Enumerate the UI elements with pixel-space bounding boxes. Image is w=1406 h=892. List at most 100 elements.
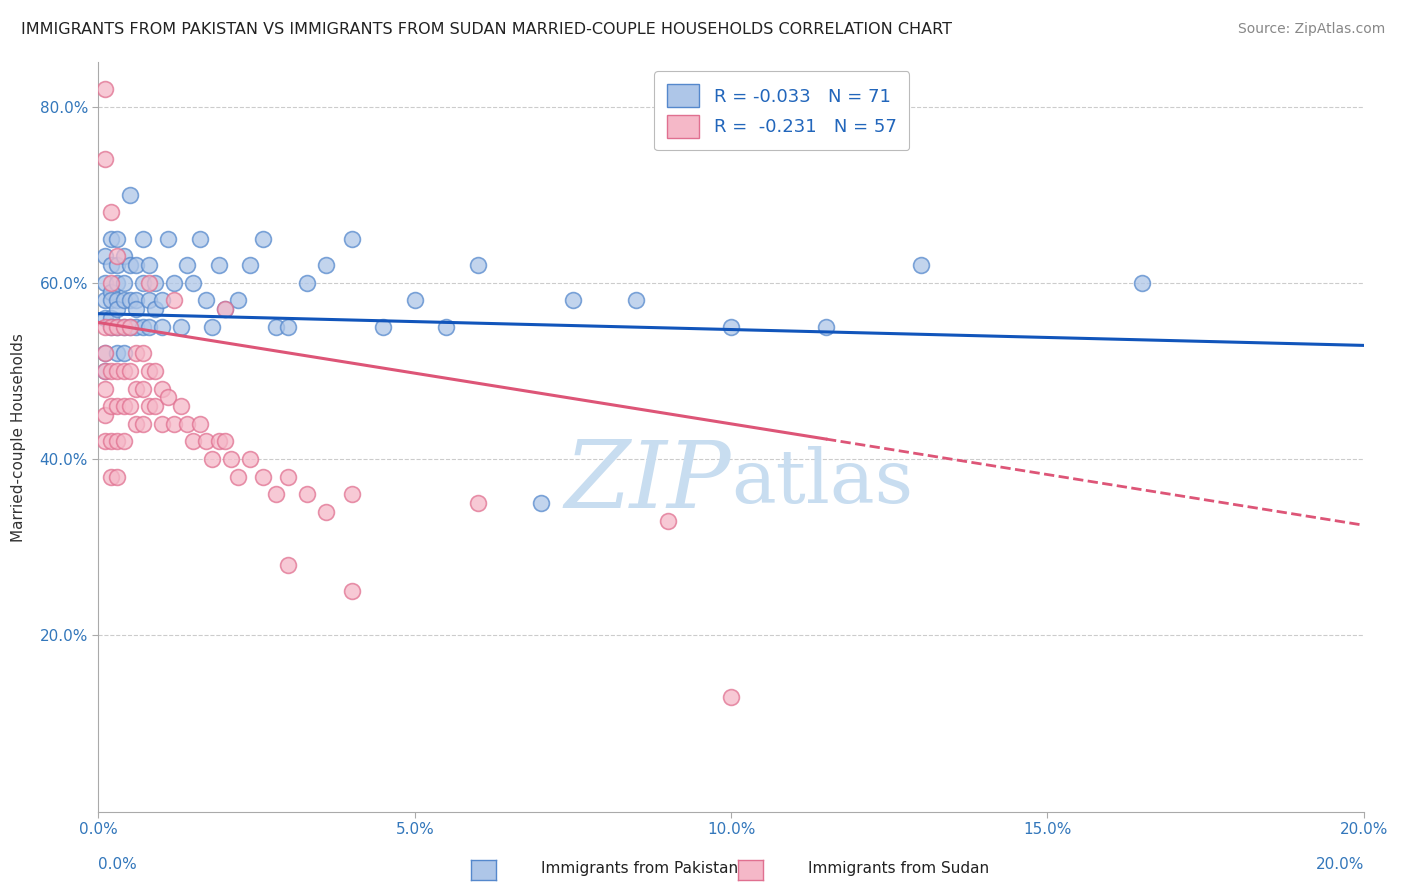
Point	[145, 302, 166, 317]
Point	[138, 258, 160, 272]
Text: atlas: atlas	[731, 445, 914, 518]
Legend: R = -0.033   N = 71, R =  -0.231   N = 57: R = -0.033 N = 71, R = -0.231 N = 57	[654, 71, 910, 151]
Point	[93, 346, 117, 360]
Point	[93, 382, 117, 396]
Point	[226, 469, 249, 483]
Point	[138, 276, 160, 290]
Point	[226, 293, 249, 308]
Point	[112, 319, 135, 334]
Point	[125, 302, 148, 317]
Point	[340, 232, 363, 246]
Text: Immigrants from Sudan: Immigrants from Sudan	[808, 861, 990, 876]
Point	[194, 434, 218, 449]
Point	[93, 408, 117, 422]
Point	[125, 417, 148, 431]
Point	[120, 399, 141, 413]
Point	[100, 285, 122, 299]
Point	[315, 258, 337, 272]
Point	[188, 232, 211, 246]
Point	[100, 293, 122, 308]
Point	[100, 399, 122, 413]
Point	[214, 434, 236, 449]
Point	[624, 293, 647, 308]
Point	[340, 487, 363, 501]
Point	[107, 399, 129, 413]
Point	[188, 417, 211, 431]
Point	[107, 364, 129, 378]
Text: 20.0%: 20.0%	[1316, 856, 1364, 871]
Point	[183, 434, 205, 449]
Point	[93, 311, 117, 326]
Point	[93, 293, 117, 308]
Point	[150, 417, 173, 431]
Point	[157, 232, 180, 246]
Point	[120, 319, 141, 334]
Point	[720, 690, 742, 705]
Text: IMMIGRANTS FROM PAKISTAN VS IMMIGRANTS FROM SUDAN MARRIED-COUPLE HOUSEHOLDS CORR: IMMIGRANTS FROM PAKISTAN VS IMMIGRANTS F…	[21, 22, 952, 37]
Point	[814, 319, 837, 334]
Point	[112, 319, 135, 334]
Point	[371, 319, 394, 334]
Point	[163, 417, 186, 431]
Point	[404, 293, 426, 308]
Point	[100, 319, 122, 334]
Point	[297, 487, 319, 501]
Point	[107, 293, 129, 308]
Point	[107, 276, 129, 290]
Point	[150, 382, 173, 396]
Point	[277, 469, 299, 483]
Point	[1130, 276, 1153, 290]
Point	[176, 417, 198, 431]
Point	[138, 364, 160, 378]
Point	[100, 364, 122, 378]
Point	[163, 293, 186, 308]
Point	[112, 434, 135, 449]
Point	[561, 293, 585, 308]
Point	[169, 319, 191, 334]
Point	[132, 382, 155, 396]
Point	[100, 319, 122, 334]
Point	[467, 258, 489, 272]
Point	[100, 276, 122, 290]
Point	[530, 496, 553, 510]
Point	[340, 584, 363, 599]
Point	[219, 452, 243, 467]
Point	[93, 249, 117, 263]
Point	[315, 505, 337, 519]
Point	[183, 276, 205, 290]
Point	[277, 558, 299, 572]
Point	[194, 293, 218, 308]
Point	[93, 153, 117, 167]
Point	[112, 293, 135, 308]
Point	[100, 311, 122, 326]
Point	[132, 319, 155, 334]
Point	[93, 82, 117, 96]
Y-axis label: Married-couple Households: Married-couple Households	[11, 333, 25, 541]
Point	[93, 364, 117, 378]
Point	[201, 452, 224, 467]
Point	[125, 346, 148, 360]
Point	[93, 276, 117, 290]
Point	[93, 346, 117, 360]
Point	[93, 319, 117, 334]
Point	[112, 364, 135, 378]
Point	[163, 276, 186, 290]
Point	[252, 469, 274, 483]
Point	[277, 319, 299, 334]
Point	[112, 399, 135, 413]
Point	[132, 232, 155, 246]
Point	[107, 302, 129, 317]
Point	[93, 434, 117, 449]
Point	[107, 319, 129, 334]
Point	[201, 319, 224, 334]
Text: Source: ZipAtlas.com: Source: ZipAtlas.com	[1237, 22, 1385, 37]
Point	[132, 417, 155, 431]
Point	[100, 258, 122, 272]
Point	[120, 364, 141, 378]
Point	[120, 319, 141, 334]
Point	[214, 302, 236, 317]
Point	[100, 205, 122, 219]
Point	[169, 399, 191, 413]
Point	[239, 258, 262, 272]
Point	[107, 319, 129, 334]
